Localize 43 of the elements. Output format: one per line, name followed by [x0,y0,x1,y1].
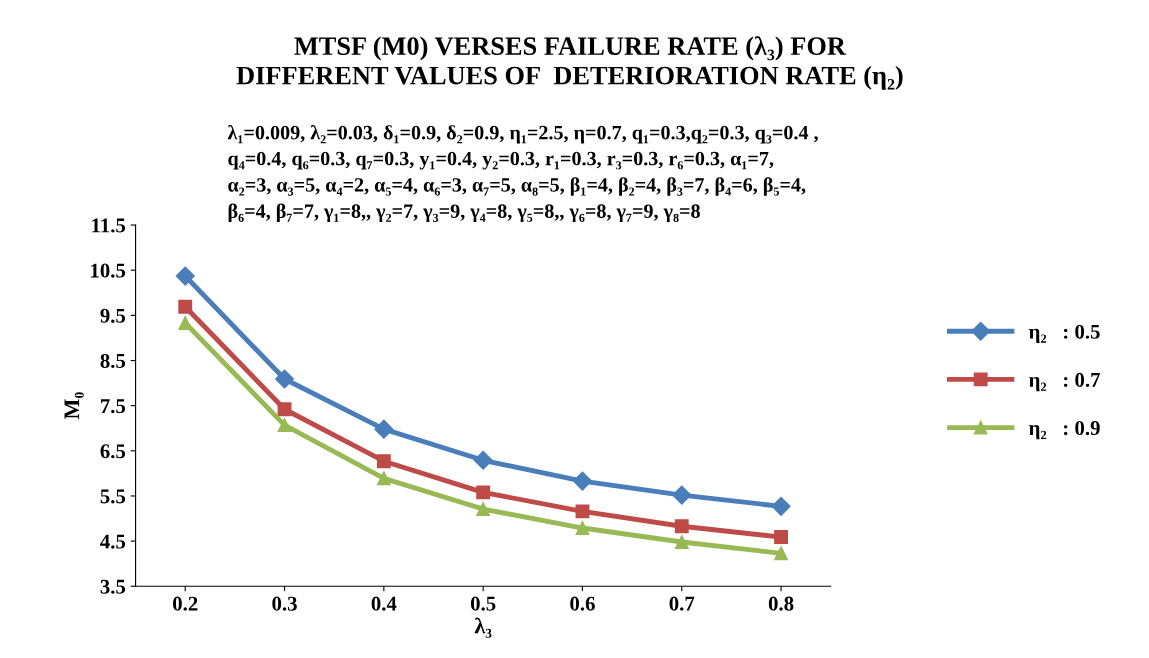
point [277,402,292,417]
point [774,530,789,545]
point [674,535,689,549]
point [376,471,391,486]
y-tick-label: 8.5 [100,353,126,369]
point [575,504,590,519]
point [774,546,789,561]
chart-title: MTSF (M0) VERSES FAILURE RATE (λ₃) FOR DIFFERENT VALUES OF DETERIORATION RATE (η₂) [236,36,903,90]
point [374,419,394,439]
y-tick-label: 4.5 [100,534,126,549]
point [476,485,491,500]
y-tick-label: 7.5 [101,399,126,414]
x-tick-label: 0.5 [470,596,496,611]
point [672,485,692,505]
x-tick-label: 0.6 [570,596,595,611]
point [175,266,195,286]
point [275,369,295,389]
y-tick-label: 11.5 [92,218,126,233]
point [277,418,292,433]
point [476,502,491,517]
point [473,450,493,470]
text: λ₁=0.009, λ₂=0.03, δ₁=0.9, δ₂=0.9, η₁=2.5, η=0.7, q₁=0.3,q₂=0.3, q₃=0.4 , q₄=0.4, q₆=0.3, q₇=0.3, y₁=0.4, y₂=0.3, r₁=0.3, r₃=0.3, r₆=0.3, α₁=7, α₂=3, α₃=5, α₄=2, α₅=4, α₆=3, α₇=5, α₈=5, β₁=4, β₂=4, β₃=7, β₄=6, β₅=4, β₆=4, β₇=7, γ₁=8,, γ₂=7, γ₃=9, γ₄=8, γ₅=8,, γ₆=8, γ₇=9, γ₈=8 [227,125,818,223]
point [771,496,791,516]
point [575,521,590,535]
y-tick-label: 3.5 [100,579,126,594]
x-tick-label: 0.2 [173,596,198,611]
x-axis-title: λ₃ [474,617,492,638]
y-tick-label: 9.5 [100,308,126,323]
legend-label: η₂ : 0.7 [1028,372,1100,392]
x-tick-label: 0.3 [272,596,297,611]
point [572,471,592,491]
y-tick-label: 5.5 [100,489,126,504]
y-tick-label: 10.5 [91,263,126,278]
x-tick-label: 0.8 [768,596,794,611]
x-tick-label: 0.7 [669,596,695,611]
y-tick-label: 6.5 [100,444,126,459]
y-axis-title: M₀ [64,392,84,420]
point [674,519,689,534]
point [178,299,193,314]
legend-label: η₂ : 0.5 [1028,324,1100,343]
legend-label: η₂ : 0.9 [1028,421,1100,440]
point [376,454,391,469]
x-tick-label: 0.4 [371,596,397,611]
